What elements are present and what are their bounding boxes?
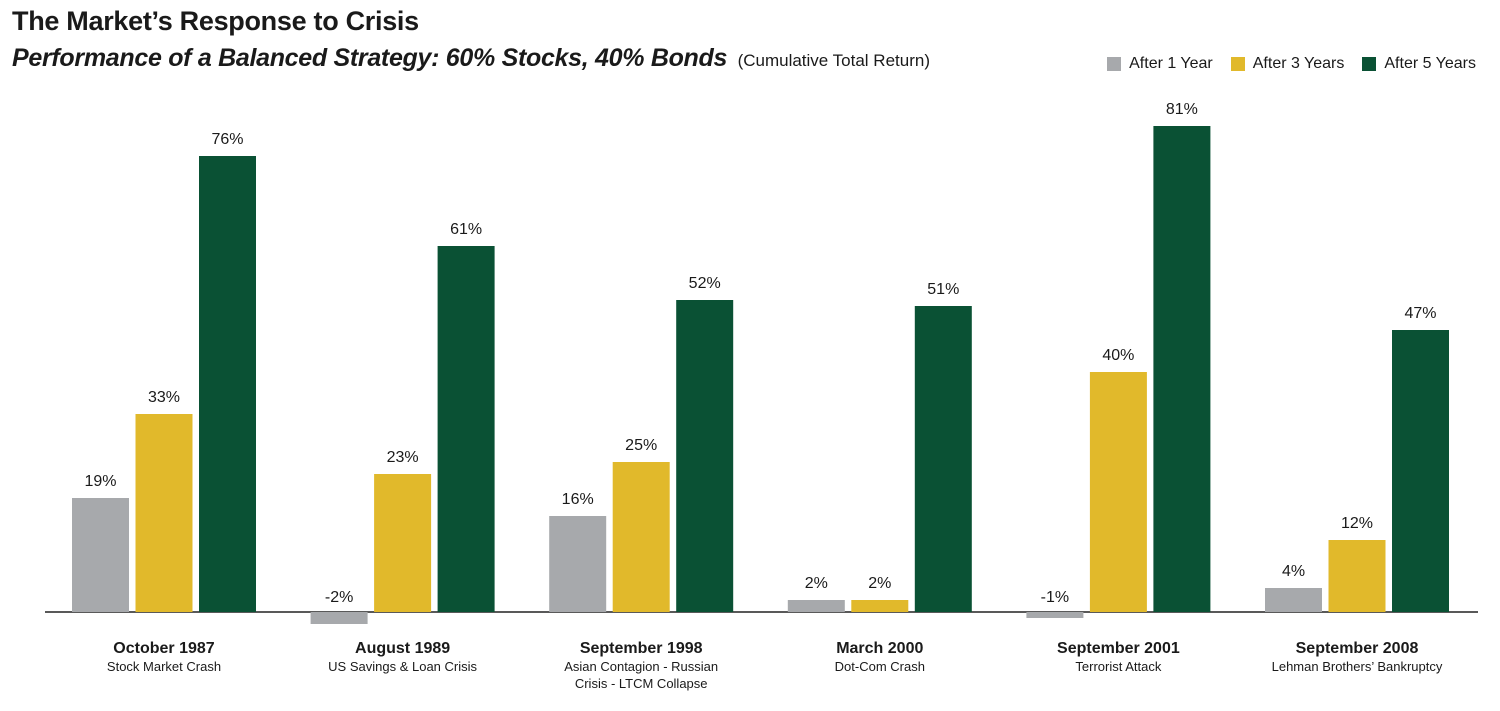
category-name: September 2008 [1295, 640, 1419, 657]
category-label-0: October 1987 Stock Market Crash [44, 640, 284, 675]
legend-item-1-year: After 1 Year [1107, 55, 1213, 73]
data-label-5-years-0: 76% [211, 131, 243, 148]
category-sublabel: US Savings & Loan Crisis [328, 659, 478, 674]
legend-item-3-years: After 3 Years [1230, 55, 1345, 73]
category-sublabel: Terrorist Attack [1075, 659, 1162, 674]
bar-1-year-1 [310, 612, 368, 624]
chart-subtitle: Performance of a Balanced Strategy: 60% … [12, 44, 728, 72]
category-sublabel: Dot-Com Crash [834, 659, 925, 674]
data-label-3-years-2: 25% [625, 437, 657, 454]
legend-label-5-years: After 5 Years [1384, 55, 1476, 72]
data-label-1-year-3: 2% [805, 575, 828, 592]
bar-3-years-0 [135, 414, 193, 612]
data-label-3-years-1: 23% [387, 449, 419, 466]
legend: After 1 Year After 3 Years After 5 Years [1089, 55, 1476, 73]
data-label-3-years-0: 33% [148, 389, 180, 406]
legend-swatch-5-years [1362, 57, 1377, 71]
data-label-1-year-1: -2% [325, 589, 353, 606]
bar-3-years-2 [612, 462, 670, 612]
data-label-5-years-2: 52% [689, 275, 721, 292]
category-label-4: September 2001 Terrorist Attack [998, 640, 1238, 675]
category-sublabel: Lehman Brothers’ Bankruptcy [1271, 659, 1443, 674]
chart-title: The Market’s Response to Crisis [12, 6, 419, 36]
legend-swatch-1-year [1107, 57, 1122, 71]
bar-3-years-1 [374, 474, 432, 612]
bar-5-years-0 [199, 156, 256, 612]
category-name: September 1998 [579, 640, 703, 657]
bar-1-year-4 [1026, 612, 1084, 618]
data-label-3-years-4: 40% [1102, 347, 1134, 364]
legend-item-5-years: After 5 Years [1362, 55, 1476, 73]
data-label-5-years-1: 61% [450, 221, 482, 238]
bar-1-year-5 [1265, 588, 1322, 612]
bar-5-years-3 [914, 306, 972, 612]
bar-1-year-3 [787, 600, 845, 612]
category-sublabel: Stock Market Crash [106, 659, 222, 674]
bar-1-year-2 [549, 516, 607, 612]
category-sublabel: Asian Contagion - Russian Crisis - LTCM … [564, 659, 719, 691]
category-label-3: March 2000 Dot-Com Crash [760, 640, 1000, 675]
category-label-5: September 2008 Lehman Brothers’ Bankruptc… [1237, 640, 1477, 675]
subtitle-row: Performance of a Balanced Strategy: 60% … [12, 44, 930, 73]
bar-3-years-4 [1089, 372, 1147, 612]
legend-label-1-year: After 1 Year [1129, 55, 1213, 72]
bar-3-years-3 [851, 600, 909, 612]
category-name: March 2000 [836, 640, 924, 657]
data-label-5-years-5: 47% [1404, 305, 1436, 322]
category-label-2: September 1998 Asian Contagion - Russian … [521, 640, 761, 692]
category-name: August 1989 [355, 640, 451, 657]
bar-5-years-2 [676, 300, 734, 612]
data-label-3-years-5: 12% [1341, 515, 1373, 532]
data-label-1-year-4: -1% [1041, 589, 1069, 606]
data-label-5-years-3: 51% [927, 281, 959, 298]
bar-3-years-5 [1328, 540, 1386, 612]
data-label-1-year-5: 4% [1282, 563, 1305, 580]
legend-swatch-3-years [1230, 57, 1245, 71]
category-label-1: August 1989 US Savings & Loan Crisis [283, 640, 523, 675]
bar-5-years-1 [437, 246, 495, 612]
chart-subtitle-note: (Cumulative Total Return) [737, 51, 930, 70]
legend-label-3-years: After 3 Years [1252, 55, 1345, 72]
data-label-5-years-4: 81% [1166, 101, 1198, 118]
data-label-3-years-3: 2% [868, 575, 891, 592]
data-label-1-year-2: 16% [562, 491, 594, 508]
bar-5-years-4 [1153, 126, 1211, 612]
bar-1-year-0 [72, 498, 129, 612]
data-label-1-year-0: 19% [84, 473, 116, 490]
bar-5-years-5 [1392, 330, 1449, 612]
category-name: September 2001 [1057, 640, 1180, 657]
category-name: October 1987 [113, 640, 215, 657]
